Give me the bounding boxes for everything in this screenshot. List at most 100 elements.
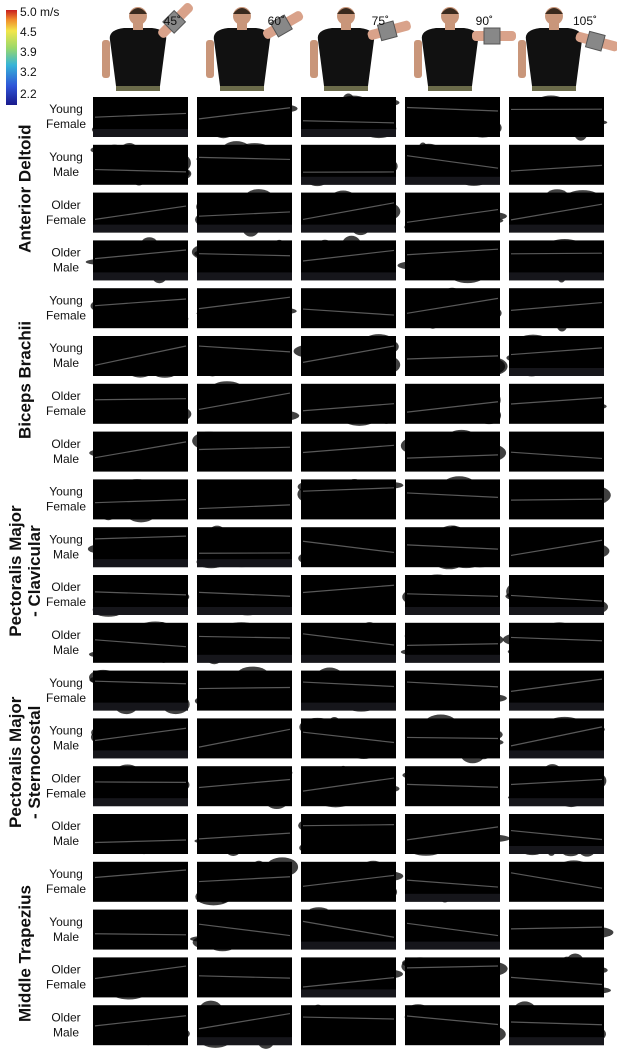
probe (483, 27, 501, 45)
texture (461, 453, 480, 468)
stand (428, 84, 472, 91)
elastography-image (301, 1004, 396, 1046)
dark-band (509, 702, 604, 711)
dark-band (93, 129, 188, 137)
texture (402, 770, 440, 780)
elastography-image (509, 527, 610, 568)
dark-band (301, 176, 396, 185)
elastography-image (298, 527, 396, 568)
texture (364, 98, 400, 107)
fiber (198, 635, 291, 639)
texture (344, 391, 356, 404)
texture (167, 153, 191, 173)
texture (153, 588, 171, 607)
elastography-image (509, 716, 605, 759)
texture (319, 407, 338, 414)
dark-band (509, 846, 604, 854)
texture (521, 533, 557, 553)
texture (194, 696, 216, 706)
texture (240, 973, 258, 980)
texture (162, 777, 190, 793)
group-label: Young (49, 293, 83, 307)
texture (351, 965, 369, 981)
elastography-image (301, 288, 396, 329)
fiber (510, 252, 603, 255)
angle-label: 60˚ (268, 14, 285, 28)
texture (225, 671, 241, 687)
elastography-image (197, 957, 292, 998)
texture (254, 981, 289, 991)
texture (507, 647, 534, 656)
texture (460, 743, 485, 764)
angle-label: 90˚ (476, 14, 493, 28)
elastography-image (301, 383, 396, 426)
texture (316, 667, 343, 686)
group-label: Male (53, 739, 79, 753)
texture (415, 389, 439, 408)
texture (146, 634, 184, 654)
texture (307, 295, 320, 315)
texture (473, 356, 508, 376)
texture (114, 583, 143, 602)
elastography-image (93, 336, 188, 378)
dark-band (509, 368, 604, 376)
texture (362, 407, 384, 419)
fiber (94, 345, 187, 366)
dark-band (301, 989, 396, 998)
texture (475, 961, 508, 976)
texture (521, 719, 546, 733)
elastography-image (505, 575, 609, 615)
texture (157, 651, 170, 663)
elastography-image (197, 381, 300, 424)
group-label: Male (53, 452, 79, 466)
dark-band (93, 798, 188, 807)
fiber (94, 112, 187, 118)
muscle-label: - Clavicular (25, 525, 44, 617)
texture (108, 672, 131, 689)
texture (557, 884, 580, 895)
elastography-image (93, 479, 188, 523)
texture (106, 349, 127, 368)
fiber (406, 681, 499, 688)
texture (378, 146, 391, 157)
texture (524, 344, 553, 353)
dark-band (405, 607, 500, 615)
fiber (510, 451, 603, 460)
dark-band (93, 272, 188, 281)
texture (518, 393, 550, 412)
texture (96, 965, 114, 985)
elastography-image (397, 240, 500, 284)
fiber (198, 504, 291, 510)
texture (458, 729, 478, 741)
texture (199, 819, 229, 826)
texture (272, 239, 286, 257)
fiber (302, 1016, 395, 1020)
elastography-image (509, 383, 607, 424)
group-label: Female (46, 213, 86, 227)
texture (556, 313, 568, 332)
elastography-image (194, 666, 292, 711)
texture (519, 581, 547, 592)
elastography-image (509, 860, 604, 902)
right-arm (158, 3, 193, 38)
group-label: Older (51, 819, 80, 833)
texture (442, 163, 464, 179)
fiber (510, 872, 603, 889)
fiber (302, 308, 395, 316)
texture (324, 529, 340, 549)
texture (252, 860, 266, 875)
elastography-image (509, 239, 604, 283)
texture (321, 454, 339, 466)
muscle-label: Biceps Brachii (15, 321, 34, 439)
texture (234, 988, 259, 996)
texture (240, 295, 276, 312)
texture (506, 353, 534, 363)
texture (224, 911, 260, 929)
fiber (510, 829, 603, 841)
fiber (406, 492, 499, 499)
texture (555, 1010, 589, 1028)
elastography-image (509, 909, 614, 950)
texture (112, 929, 131, 944)
elastography-image (197, 97, 298, 139)
texture (313, 107, 324, 127)
